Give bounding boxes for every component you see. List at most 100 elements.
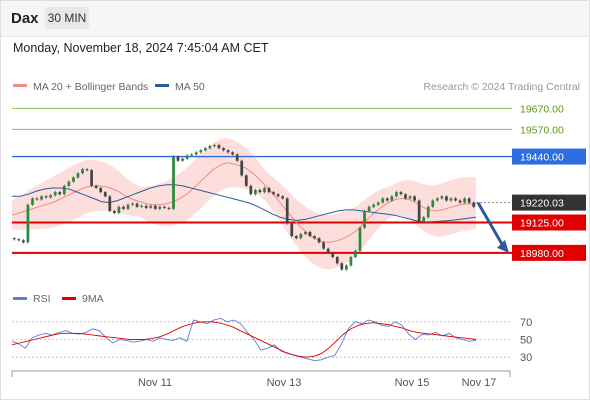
candle xyxy=(467,197,471,204)
candle xyxy=(445,195,448,202)
ma20-line xyxy=(11,162,477,243)
candle xyxy=(404,192,407,200)
bollinger-bands xyxy=(12,137,476,270)
candle xyxy=(112,209,116,215)
candle xyxy=(304,230,307,236)
candle xyxy=(272,190,275,196)
candle xyxy=(454,197,457,202)
candle xyxy=(194,151,198,156)
candle xyxy=(381,197,385,204)
forecast-arrow-shaft xyxy=(476,201,505,247)
legend-swatch-rsi xyxy=(13,297,27,300)
candle xyxy=(235,153,239,162)
candle xyxy=(458,199,462,204)
candle xyxy=(294,234,298,240)
candle xyxy=(372,203,376,209)
candle xyxy=(176,155,180,162)
candle xyxy=(213,143,216,148)
candle xyxy=(49,194,53,199)
candle xyxy=(40,195,43,201)
rsi-tick-label: 30 xyxy=(520,352,532,364)
candle xyxy=(258,188,262,194)
candle xyxy=(331,251,335,259)
candle xyxy=(317,236,321,244)
candle xyxy=(99,186,103,194)
level-label-pivot: 19125.00 xyxy=(520,218,564,230)
legend-label-rsi: RSI xyxy=(33,293,51,305)
forecast-arrow-head xyxy=(497,239,509,253)
candle xyxy=(244,174,248,188)
candle xyxy=(185,154,189,160)
candle xyxy=(426,205,430,219)
candle xyxy=(308,230,312,238)
candle xyxy=(62,184,66,196)
candle xyxy=(122,205,125,211)
rsi-tick-label: 70 xyxy=(520,317,532,329)
candle xyxy=(299,232,303,240)
legend-swatch-9ma xyxy=(62,297,76,300)
candle xyxy=(326,247,330,255)
x-tick-label: Nov 11 xyxy=(138,377,172,389)
candle xyxy=(12,236,16,241)
candle xyxy=(354,249,357,259)
candle xyxy=(313,234,316,240)
candle xyxy=(135,202,139,209)
candle xyxy=(72,176,75,183)
ma50-line xyxy=(12,184,477,223)
candle xyxy=(167,206,171,211)
candle xyxy=(172,155,175,211)
last-price-label: 19220.03 xyxy=(520,198,564,210)
x-tick-label: Nov 13 xyxy=(267,377,302,389)
candle xyxy=(440,195,444,200)
candle xyxy=(53,190,57,197)
level-label-support: 18980.00 xyxy=(520,248,564,260)
candle xyxy=(408,195,412,200)
candle xyxy=(254,188,257,196)
candle xyxy=(399,190,403,196)
candle xyxy=(58,190,62,196)
candle xyxy=(158,205,162,211)
candle xyxy=(76,172,80,179)
candle xyxy=(126,203,130,211)
candle xyxy=(117,205,121,215)
candle xyxy=(17,238,21,242)
legend-swatch-ma50 xyxy=(155,84,169,87)
candle xyxy=(203,146,207,152)
legend-label-ma50: MA 50 xyxy=(175,81,205,93)
candle xyxy=(344,264,348,271)
x-tick-label: Nov 15 xyxy=(395,377,430,389)
candle xyxy=(390,195,394,202)
candle xyxy=(240,159,244,177)
candle xyxy=(290,222,294,238)
candle xyxy=(449,197,453,202)
candle xyxy=(94,184,98,190)
candle xyxy=(463,197,466,204)
legend-label-ma20: MA 20 + Bollinger Bands xyxy=(33,81,148,93)
candle xyxy=(285,197,289,225)
credit-text: Research © 2024 Trading Central xyxy=(423,81,580,93)
rsi-line xyxy=(11,317,477,362)
candle xyxy=(472,201,476,209)
forecast-arrow xyxy=(476,201,509,253)
candle xyxy=(385,197,389,202)
candle xyxy=(340,262,344,271)
candle xyxy=(81,167,84,175)
candle xyxy=(35,197,39,201)
candle xyxy=(431,199,435,209)
candle xyxy=(322,241,325,250)
candle xyxy=(335,255,339,265)
symbol-title: Dax xyxy=(11,10,39,27)
candle xyxy=(226,149,230,154)
x-tick-label: Nov 17 xyxy=(462,377,497,389)
candle xyxy=(140,204,144,209)
level-tag-support xyxy=(512,244,586,261)
price-levels: 19670.00 19570.00 19440.00 19220.03 19125.00… xyxy=(12,103,586,261)
candle xyxy=(422,216,426,223)
chart-toolbar: Dax 30 MIN xyxy=(0,0,588,37)
candle xyxy=(363,209,366,229)
timeframe-selector[interactable]: 30 MIN xyxy=(45,7,89,29)
candlesticks xyxy=(12,143,476,271)
candle xyxy=(22,239,25,244)
candle xyxy=(222,146,225,152)
